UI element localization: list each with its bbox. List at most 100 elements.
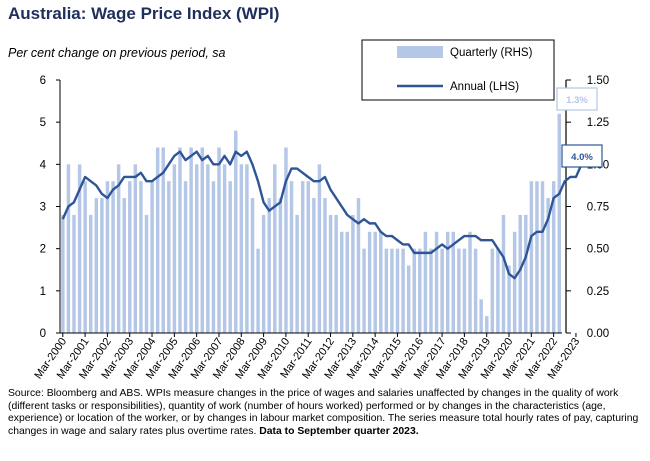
quarterly-bar <box>501 214 506 333</box>
quarterly-bar <box>434 231 439 333</box>
legend-annual-label: Annual (LHS) <box>450 81 519 93</box>
quarterly-bar <box>300 181 305 333</box>
quarterly-bar <box>256 248 260 333</box>
left-tick-label: 5 <box>40 117 46 129</box>
quarterly-bar <box>94 198 99 333</box>
legend-bar-swatch <box>397 46 443 58</box>
quarterly-bar <box>395 248 400 333</box>
annual-line-group <box>61 150 583 280</box>
quarterly-bar <box>144 214 149 333</box>
quarterly-bar <box>356 198 361 333</box>
quarterly-bar <box>384 248 389 333</box>
quarterly-bar <box>390 248 394 333</box>
quarterly-bar <box>250 198 255 333</box>
quarterly-bar <box>524 214 528 333</box>
source-text: Source: Bloomberg and ABS. WPIs measure … <box>8 388 639 437</box>
quarterly-bar <box>89 214 93 333</box>
chart-title: Australia: Wage Price Index (WPI) <box>8 4 280 23</box>
quarterly-bar <box>217 147 221 333</box>
quarterly-bar <box>245 164 249 333</box>
quarterly-bar <box>200 147 205 333</box>
quarterly-bar <box>546 198 550 333</box>
quarterly-bar <box>122 198 126 333</box>
quarterly-bar <box>172 164 177 333</box>
quarterly-bar <box>406 265 411 333</box>
quarterly-bar <box>105 181 110 333</box>
quarterly-bar <box>234 130 238 333</box>
quarterly-bar <box>529 181 534 333</box>
quarterly-bar <box>284 147 288 333</box>
quarterly-bar <box>535 181 539 333</box>
quarterly-bar <box>451 231 456 333</box>
quarterly-bar <box>72 214 76 333</box>
quarterly-bar <box>66 164 71 333</box>
legend-box <box>361 39 555 101</box>
quarterly-bar <box>418 248 422 333</box>
quarterly-bar <box>261 214 266 333</box>
quarterly-bar <box>194 164 199 333</box>
right-tick-label: 1.50 <box>587 75 609 87</box>
quarterly-bar <box>239 164 244 333</box>
quarterly-bar <box>540 181 545 333</box>
quarterly-bar <box>334 214 338 333</box>
quarterly-bar <box>345 231 350 333</box>
quarterly-bar <box>289 181 294 333</box>
quarterly-bar <box>328 214 333 333</box>
quarterly-bar <box>412 248 416 333</box>
quarterly-bar <box>228 181 232 333</box>
quarterly-bar <box>61 214 65 333</box>
quarterly-bar <box>133 164 138 333</box>
legend-quarterly-label: Quarterly (RHS) <box>450 47 533 59</box>
quarterly-bar <box>211 181 216 333</box>
quarterly-callout-label: 1.3% <box>566 95 588 106</box>
quarterly-bar <box>557 113 561 333</box>
quarterly-bar <box>457 248 461 333</box>
quarterly-bar <box>295 214 299 333</box>
quarterly-bar <box>317 164 322 333</box>
wpi-chart: 01234560.000.250.500.751.001.251.50Mar-2… <box>32 39 609 381</box>
quarterly-bar <box>178 147 182 333</box>
quarterly-bar <box>116 164 121 333</box>
quarterly-bar <box>189 147 193 333</box>
annual-callout-box <box>561 144 603 168</box>
annual-line <box>61 150 583 280</box>
quarterly-bar <box>496 248 500 333</box>
chart-subtitle: Per cent change on previous period, sa <box>8 46 226 60</box>
quarterly-bar <box>551 181 556 333</box>
quarterly-bar <box>379 231 383 333</box>
quarterly-bar <box>206 164 210 333</box>
left-tick-label: 3 <box>40 202 46 214</box>
quarterly-bar <box>468 231 472 333</box>
right-tick-label: 0.00 <box>587 328 609 340</box>
quarterly-bar <box>150 181 154 333</box>
left-tick-label: 6 <box>40 75 46 87</box>
right-tick-label: 0.50 <box>587 244 609 256</box>
quarterly-bar <box>518 214 522 333</box>
quarterly-bar <box>485 316 489 333</box>
quarterly-bar <box>161 147 165 333</box>
quarterly-bar <box>367 231 372 333</box>
quarterly-bar <box>167 181 171 333</box>
quarterly-bar <box>423 231 428 333</box>
quarterly-bar <box>273 164 277 333</box>
quarterly-bar <box>373 231 377 333</box>
quarterly-bar <box>83 181 87 333</box>
quarterly-bar <box>267 198 271 333</box>
quarterly-bar <box>440 248 444 333</box>
quarterly-bar <box>401 248 405 333</box>
quarterly-callout-box <box>556 87 598 111</box>
quarterly-bar <box>155 147 160 333</box>
right-tick-label: 0.25 <box>587 286 609 298</box>
quarterly-bar <box>445 231 450 333</box>
quarterly-bar <box>139 181 143 333</box>
right-tick-label: 0.75 <box>587 202 609 214</box>
left-tick-label: 1 <box>40 286 46 298</box>
source-note: Source: Bloomberg and ABS. WPIs measure … <box>8 388 644 438</box>
quarterly-bar <box>490 248 495 333</box>
quarterly-bar <box>340 231 344 333</box>
left-tick-label: 2 <box>40 244 46 256</box>
quarterly-bar <box>128 181 132 333</box>
quarterly-bar <box>222 164 227 333</box>
quarterly-bar <box>507 265 511 333</box>
quarterly-bar <box>323 198 327 333</box>
